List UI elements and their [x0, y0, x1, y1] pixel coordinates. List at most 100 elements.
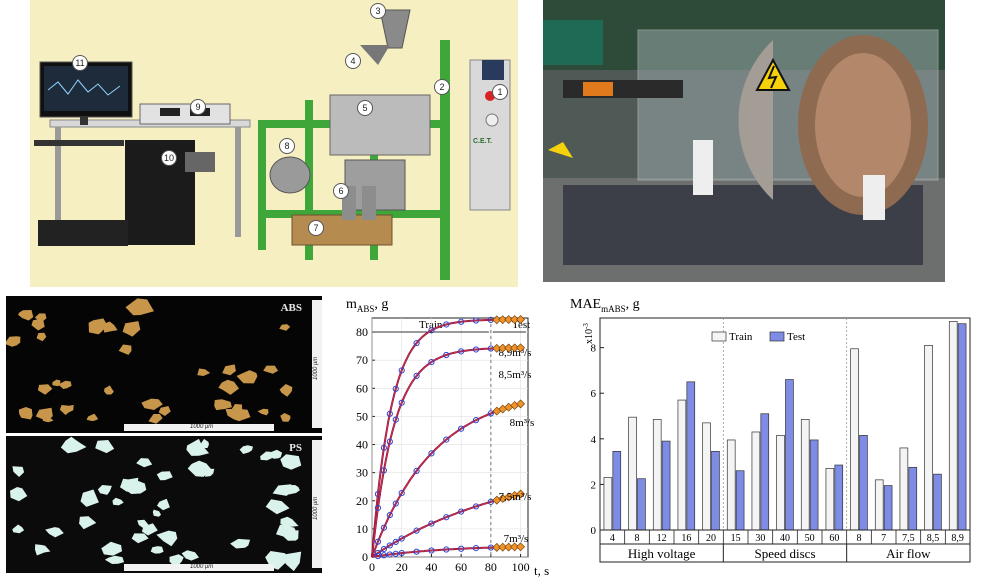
mae-category-label: 16: [681, 533, 691, 544]
train-point: [398, 550, 405, 557]
particle-flake: [263, 365, 279, 374]
train-point: [392, 385, 399, 392]
train-point: [443, 546, 450, 553]
train-point: [398, 367, 405, 374]
mass-y-tick-label: 0: [362, 550, 368, 564]
train-bar: [874, 479, 884, 531]
series-label: 7,5m³/s: [499, 491, 532, 503]
test-point: [510, 343, 520, 353]
mass-y-tick-label: 10: [356, 522, 368, 536]
train-bar: [652, 419, 662, 531]
particle-flake: [120, 478, 136, 492]
mae-y-multiplier: x10-3: [582, 323, 595, 344]
particle-flake: [197, 368, 211, 376]
particle-flake: [125, 480, 147, 494]
series-label: 8,5m³/s: [499, 369, 532, 381]
particle-flake: [280, 454, 302, 470]
train-point: [428, 547, 435, 554]
particle-flake: [45, 527, 64, 538]
test-point: [498, 343, 508, 353]
train-point: [380, 546, 387, 553]
test-point: [516, 343, 525, 353]
particle-flake: [58, 380, 72, 389]
train-point: [380, 524, 387, 531]
particle-flake: [186, 438, 210, 456]
particle-flake: [18, 407, 33, 420]
legend-swatch: [711, 331, 727, 342]
test-bar: [883, 485, 893, 531]
mae-category-label: 60: [829, 533, 839, 544]
particle-flake: [125, 298, 154, 316]
test-bar: [686, 381, 696, 531]
mae-y-tick-label: 2: [591, 479, 597, 491]
callout-badge-7: 7: [308, 220, 324, 236]
particle-flake: [137, 519, 149, 528]
test-bar: [637, 478, 646, 531]
train-point: [413, 339, 420, 347]
mae-category-label: 4: [610, 533, 615, 544]
ps-vertical-scalebar: 1000 μm: [312, 440, 322, 568]
test-point: [492, 343, 502, 353]
train-point: [458, 348, 465, 355]
train-bar: [899, 447, 909, 531]
callout-badge-5: 5: [357, 100, 373, 116]
particle-flake: [276, 524, 297, 539]
callout-badge-8: 8: [279, 138, 295, 154]
mass-x-tick-label: 0: [369, 560, 375, 574]
mass-y-tick-label: 20: [356, 494, 368, 508]
mae-category-label: 7,5: [902, 533, 915, 544]
particle-flake: [6, 336, 21, 347]
mass-y-tick-label: 80: [356, 325, 368, 339]
mae-y-tick-label: 0: [591, 525, 597, 537]
train-bar: [924, 345, 933, 531]
particle-flake: [265, 499, 290, 515]
test-point: [516, 489, 525, 499]
mae-group-label: Speed discs: [754, 546, 815, 561]
mae-category-label: 15: [731, 533, 741, 544]
test-bar: [908, 466, 918, 531]
train-point: [413, 372, 420, 379]
test-point: [516, 315, 525, 324]
particle-flake: [285, 485, 300, 495]
particle-flake: [257, 408, 269, 416]
train-point: [443, 351, 450, 359]
train-point: [487, 498, 494, 505]
mae-chart-ylabel: MAEmABS, g: [570, 297, 640, 314]
particle-flake: [187, 460, 212, 477]
particle-flake: [86, 413, 99, 421]
test-point: [492, 542, 502, 552]
particle-flake: [118, 344, 132, 355]
particle-flake: [150, 546, 164, 554]
train-bar: [776, 435, 785, 531]
train-point: [386, 542, 393, 549]
particle-flake: [12, 466, 25, 477]
mass-x-tick-label: 20: [396, 560, 408, 574]
train-point: [380, 552, 387, 559]
train-point: [374, 538, 382, 545]
train-point: [458, 508, 465, 515]
mae-category-label: 40: [780, 533, 790, 544]
train-point: [392, 500, 399, 507]
train-point: [487, 410, 494, 417]
test-point: [516, 542, 525, 552]
particle-flake: [285, 551, 302, 572]
mae-group-label: Air flow: [886, 546, 931, 561]
test-bar: [957, 323, 967, 531]
test-bar: [612, 451, 622, 531]
mass-time-chart-svg: mABS, g t, s Train Test 0102030405060708…: [346, 297, 549, 578]
callout-badge-2: 2: [434, 79, 450, 95]
mae-y-tick-label: 4: [591, 434, 597, 446]
train-point: [386, 551, 393, 558]
test-point: [510, 542, 520, 552]
test-point: [510, 315, 520, 324]
train-bar: [677, 399, 687, 531]
ps-micrograph: PS 1000 μm 1000 μm: [6, 436, 322, 573]
test-bar: [809, 439, 819, 531]
particle-flake: [136, 458, 153, 468]
particle-flake: [18, 310, 34, 321]
particle-flake: [268, 449, 283, 459]
particle-flake: [36, 332, 47, 342]
mae-category-label: 12: [657, 533, 667, 544]
mass-x-tick-label: 100: [512, 560, 530, 574]
train-point: [458, 425, 465, 432]
